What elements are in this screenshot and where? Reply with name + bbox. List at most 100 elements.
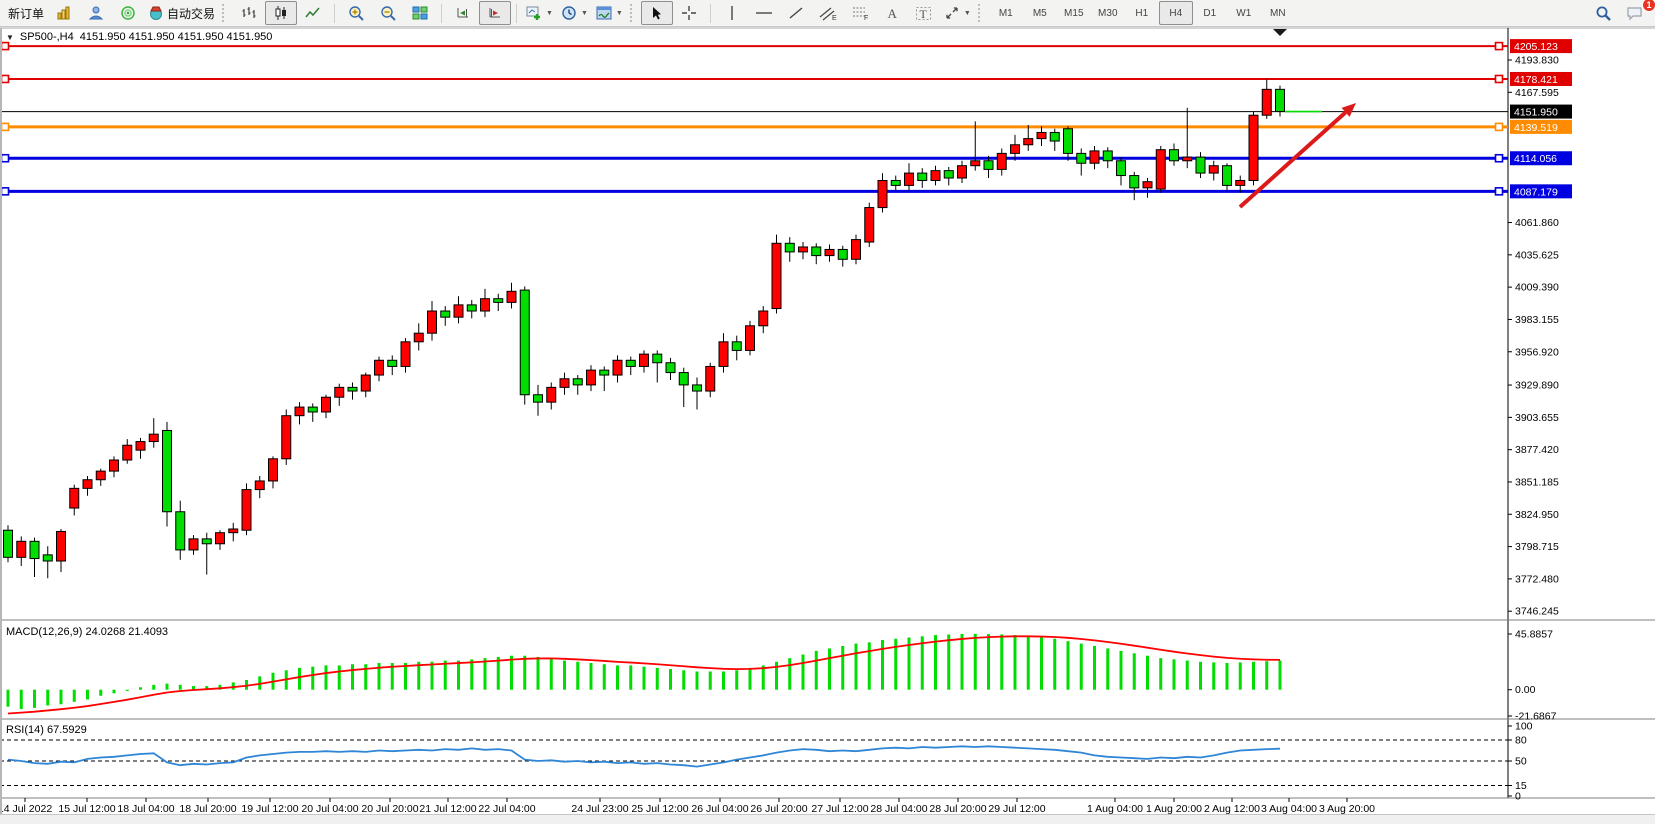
toolbar-separator	[516, 3, 518, 23]
candle-body	[678, 372, 689, 386]
chart-shift-marker[interactable]	[1273, 29, 1287, 36]
new-order-label: 新订单	[8, 6, 45, 21]
crosshair-button[interactable]	[673, 1, 705, 25]
candle-body	[1129, 175, 1140, 189]
candle-body	[1222, 165, 1232, 186]
svg-text:E: E	[832, 15, 837, 21]
timeframe-button-M5[interactable]: M5	[1032, 7, 1047, 19]
line-chart-button[interactable]	[297, 1, 329, 25]
market-watch-button[interactable]	[48, 1, 80, 25]
chat-button[interactable]: 1	[1619, 0, 1655, 25]
auto-scroll-button[interactable]	[447, 1, 479, 25]
candle-body	[546, 386, 557, 403]
timeframe-button-MN[interactable]: MN	[1270, 7, 1286, 19]
trend-arrow-line[interactable]	[1238, 110, 1347, 209]
signals-button[interactable]	[112, 1, 144, 25]
candle-body	[188, 538, 199, 551]
candle-body	[784, 242, 795, 253]
candle-body	[1155, 149, 1166, 190]
price-badge	[1510, 71, 1572, 86]
line-anchor-handle[interactable]	[1494, 74, 1504, 84]
candle-body	[506, 290, 517, 303]
candle-body	[519, 289, 530, 396]
candlestick-chart-button[interactable]	[265, 1, 298, 25]
timeframe-group: M1 M5 M15 M30 H1 H4 D1 W1 MN	[989, 0, 1295, 26]
horizontal-line-button[interactable]	[748, 1, 780, 25]
templates-icon	[596, 6, 612, 20]
candle-body	[82, 479, 93, 489]
zoom-out-button[interactable]	[372, 1, 404, 25]
candle-body	[360, 374, 371, 392]
accounts-button[interactable]	[80, 1, 112, 25]
fibonacci-button[interactable]: F	[844, 1, 876, 25]
zoom-in-button[interactable]	[340, 1, 372, 25]
timeframe-button-M15[interactable]: M15	[1064, 7, 1084, 19]
vertical-line-button[interactable]	[716, 1, 748, 25]
candle-body	[1102, 150, 1113, 162]
bar-chart-button[interactable]	[233, 1, 265, 25]
candle-body	[745, 325, 755, 351]
arrows-tool-icon	[946, 7, 958, 19]
candle-body	[970, 160, 981, 167]
candle-body	[599, 369, 610, 376]
line-anchor-handle[interactable]	[0, 74, 10, 84]
toolbar-drag-handle[interactable]	[977, 4, 984, 22]
candle-body	[718, 341, 729, 367]
crosshair-icon	[681, 6, 696, 20]
macd-signal-line	[7, 635, 1281, 715]
text-label-button[interactable]: T	[908, 1, 940, 25]
price-tick-label: 4167.595	[1515, 87, 1559, 99]
equidistant-channel-button[interactable]: E	[812, 1, 844, 25]
search-button[interactable]	[1587, 1, 1619, 25]
timeframe-button-W1[interactable]: W1	[1236, 7, 1252, 19]
candle-body	[69, 487, 80, 509]
timeframe-button-H4[interactable]: H4	[1158, 1, 1193, 25]
auto-trading-button[interactable]: 自动交易	[144, 1, 219, 25]
line-anchor-handle[interactable]	[0, 41, 10, 51]
candlestick-chart-icon	[275, 6, 287, 20]
trendline-button[interactable]	[780, 1, 812, 25]
market-watch-icon	[57, 6, 70, 20]
line-anchor-handle[interactable]	[0, 187, 10, 196]
tile-windows-button[interactable]	[404, 1, 436, 25]
candle-body	[758, 310, 769, 327]
line-anchor-handle[interactable]	[0, 153, 10, 163]
auto-trading-label: 自动交易	[167, 6, 216, 21]
toolbar-separator	[709, 3, 711, 23]
line-anchor-handle[interactable]	[1494, 122, 1504, 132]
chart-window[interactable]	[0, 27, 1655, 824]
timeframe-button-M1[interactable]: M1	[998, 7, 1013, 19]
chart-menu-icon[interactable]: ▼	[6, 32, 14, 42]
time-axis: 14 Jul 2022 15 Jul 12:00 18 Jul 04:00 18 Ju…	[0, 798, 1375, 815]
candle-body	[334, 386, 345, 398]
macd-indicator-label: MACD(12,26,9) 24.0268 21.4093	[6, 626, 169, 638]
time-tick-label: 20 Jul 20:00	[361, 803, 418, 815]
indicators-button[interactable]: ▼	[522, 1, 557, 25]
candle-body	[241, 489, 252, 531]
line-anchor-handle[interactable]	[1494, 41, 1504, 51]
templates-button[interactable]: ▼	[592, 1, 627, 25]
arrows-tool-button[interactable]: ▼	[940, 1, 975, 25]
periods-button[interactable]: ▼	[557, 1, 592, 25]
timeframe-button-M30[interactable]: M30	[1098, 7, 1118, 19]
new-order-button[interactable]: 新订单	[4, 1, 48, 25]
chart-shift-button[interactable]	[479, 1, 512, 25]
line-anchor-handle[interactable]	[1494, 153, 1504, 163]
text-button[interactable]: A	[876, 1, 908, 25]
line-anchor-handle[interactable]	[0, 122, 10, 132]
candle-body	[201, 538, 212, 545]
trend-arrow-head[interactable]	[1341, 103, 1356, 117]
cursor-button[interactable]	[640, 1, 673, 25]
timeframe-button-D1[interactable]: D1	[1203, 7, 1217, 19]
status-strip	[0, 814, 1655, 824]
toolbar-drag-handle[interactable]	[629, 4, 636, 22]
macd-axis-label: 45.8857	[1515, 629, 1553, 641]
candle-body	[824, 248, 835, 257]
candle-body	[413, 332, 424, 343]
timeframe-button-H1[interactable]: H1	[1135, 7, 1149, 19]
line-anchor-handle[interactable]	[1494, 187, 1504, 196]
toolbar-drag-handle[interactable]	[222, 4, 228, 22]
candle-body	[1261, 88, 1272, 116]
main-toolbar: 新订单 自动交易	[0, 0, 1655, 27]
